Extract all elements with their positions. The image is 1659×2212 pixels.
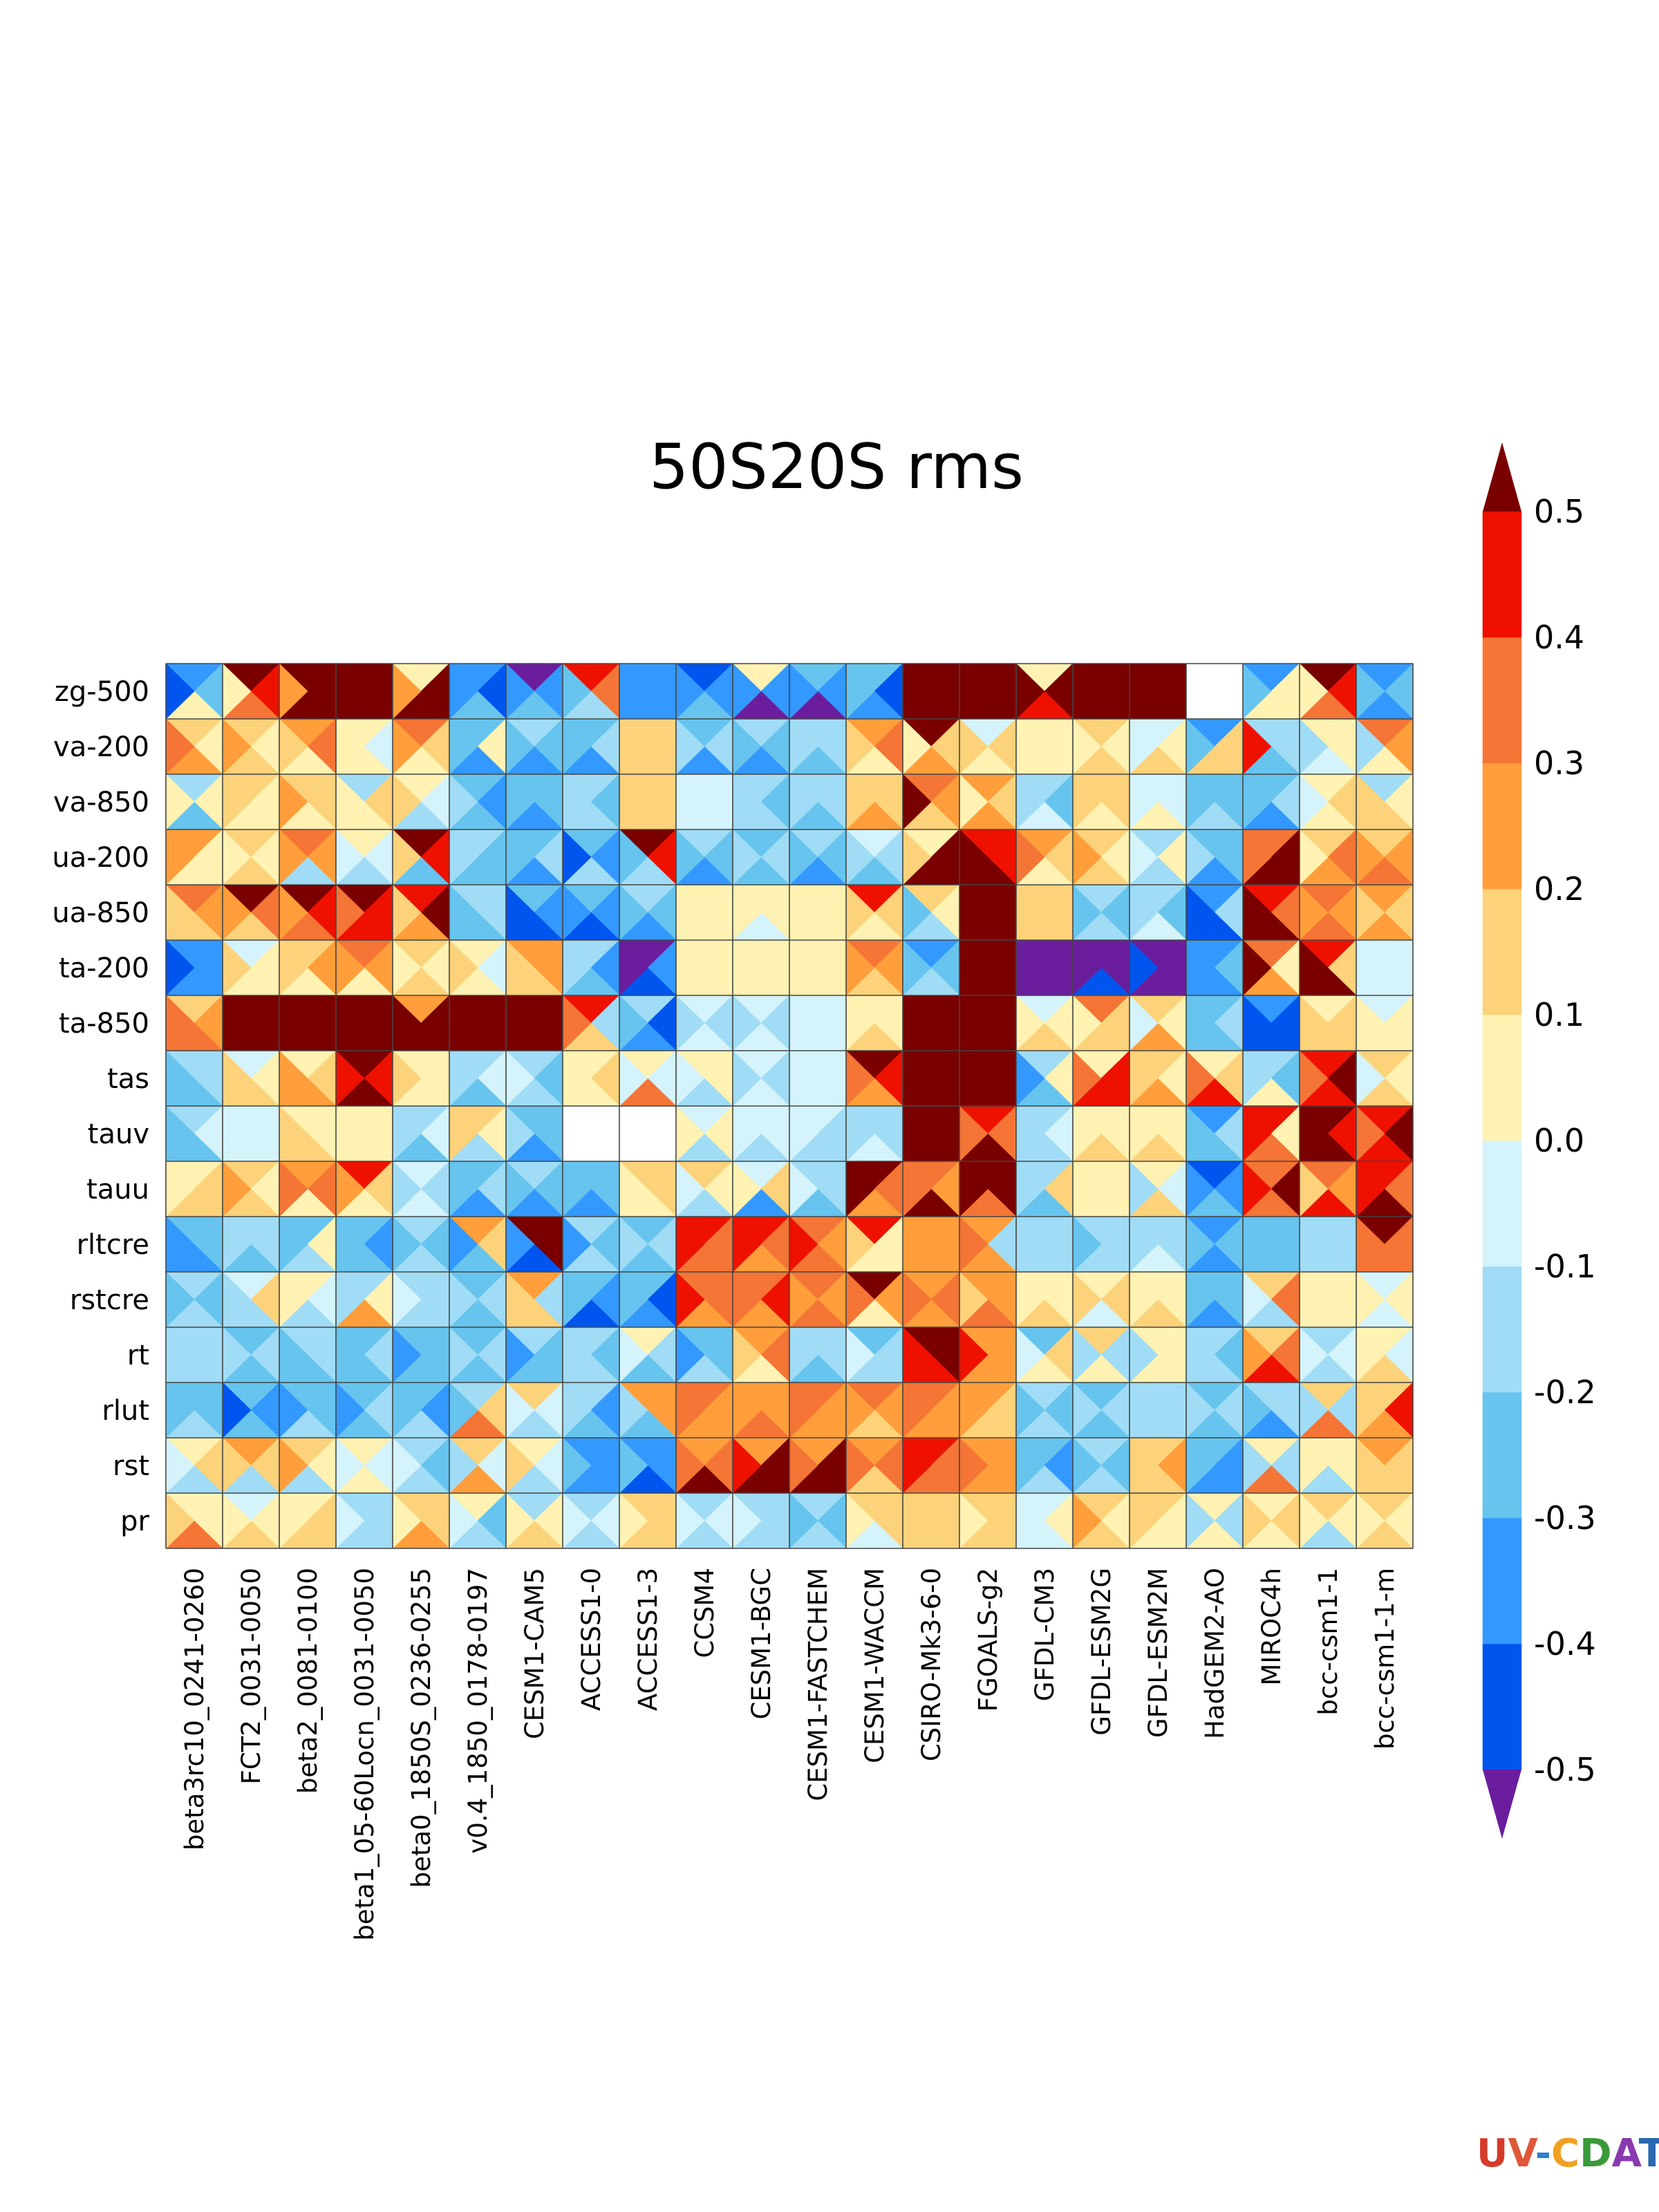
column-label-CCSM4: CCSM4 — [690, 1568, 720, 1658]
column-label-bcc-csm1-1: bcc-csm1-1 — [1313, 1568, 1343, 1716]
colorbar-tick-label: 0.2 — [1534, 870, 1584, 908]
row-label-rltcre: rltcre — [77, 1229, 149, 1261]
colorbar-tick-label: 0.3 — [1534, 744, 1584, 782]
row-label-ua-200: ua-200 — [52, 842, 149, 874]
column-label-ACCESS1-3: ACCESS1-3 — [633, 1568, 663, 1711]
row-label-ta-850: ta-850 — [59, 1008, 149, 1040]
colorbar-segment — [1482, 762, 1522, 890]
colorbar-under-arrow — [1483, 1770, 1521, 1839]
colorbar-segment — [1482, 1391, 1522, 1519]
logo-letter: C — [1551, 2131, 1580, 2176]
colorbar-segment — [1482, 1266, 1522, 1393]
logo-letter: U — [1477, 2131, 1508, 2176]
colorbar-tick-label: -0.5 — [1534, 1751, 1596, 1788]
colorbar-segment — [1482, 511, 1522, 638]
colorbar-tick-label: -0.2 — [1534, 1374, 1596, 1411]
colorbar-tick-label: 0.0 — [1534, 1122, 1584, 1159]
column-label-GFDL-ESM2M: GFDL-ESM2M — [1143, 1568, 1173, 1738]
column-label-GFDL-CM3: GFDL-CM3 — [1030, 1568, 1060, 1701]
row-label-va-200: va-200 — [53, 731, 149, 763]
column-label-FGOALS-g2: FGOALS-g2 — [973, 1568, 1003, 1712]
logo-letter: D — [1580, 2131, 1611, 2176]
colorbar-tick-label: -0.3 — [1534, 1499, 1596, 1537]
logo-letter: - — [1535, 2131, 1551, 2176]
logo-letter: V — [1508, 2131, 1538, 2176]
column-label-ACCESS1-0: ACCESS1-0 — [577, 1568, 606, 1711]
column-label-bcc-csm1-1-m: bcc-csm1-1-m — [1370, 1568, 1400, 1750]
logo-letter: T — [1639, 2131, 1659, 2176]
colorbar-segment — [1482, 637, 1522, 764]
column-label-CESM1-BGC: CESM1-BGC — [747, 1568, 776, 1719]
column-label-CESM1-CAM5: CESM1-CAM5 — [520, 1568, 550, 1739]
column-label-v0.4_1850_0178-0197: v0.4_1850_0178-0197 — [463, 1568, 493, 1854]
column-label-FCT2_0031-0050: FCT2_0031-0050 — [236, 1568, 266, 1784]
row-label-zg-500: zg-500 — [55, 676, 149, 708]
column-labels: beta3rc10_0241-0260 FCT2_0031-0050 beta2_0… — [180, 1568, 1400, 1941]
colorbar-segment — [1482, 1643, 1522, 1770]
row-label-ua-850: ua-850 — [52, 897, 149, 929]
row-label-rlut: rlut — [102, 1395, 149, 1427]
column-label-beta1_05-60Locn_0031-0050: beta1_05-60Locn_0031-0050 — [350, 1568, 379, 1941]
colorbar-tick-label: -0.1 — [1534, 1248, 1596, 1285]
row-label-rstcre: rstcre — [70, 1284, 149, 1316]
row-label-rst: rst — [113, 1450, 149, 1482]
row-label-tas: tas — [107, 1063, 149, 1095]
column-label-beta2_0081-0100: beta2_0081-0100 — [293, 1568, 323, 1794]
column-label-CESM1-WACCM: CESM1-WACCM — [860, 1568, 890, 1763]
logo-letter: A — [1612, 2131, 1642, 2176]
colorbar-segment — [1482, 1140, 1522, 1267]
column-label-MIROC4h: MIROC4h — [1257, 1568, 1286, 1686]
row-label-va-850: va-850 — [53, 787, 149, 818]
colorbar-segment — [1482, 888, 1522, 1015]
row-label-pr: pr — [120, 1506, 149, 1537]
colorbar-tick-label: 0.4 — [1534, 619, 1584, 656]
colorbar-tick-label: 0.5 — [1534, 493, 1584, 530]
chart-title: 50S20S rms — [649, 431, 1024, 503]
colorbar-tick-label: 0.1 — [1534, 996, 1584, 1033]
row-label-rt: rt — [127, 1340, 149, 1371]
column-label-HadGEM2-AO: HadGEM2-AO — [1200, 1568, 1230, 1739]
row-labels: zg-500 va-200 va-850 ua-200 ua-850 ta-200 ta-8… — [52, 676, 149, 1537]
heatmap-grid — [165, 663, 1414, 1549]
row-label-ta-200: ta-200 — [59, 953, 149, 984]
column-label-beta3rc10_0241-0260: beta3rc10_0241-0260 — [180, 1568, 209, 1850]
column-label-CSIRO-Mk3-6-0: CSIRO-Mk3-6-0 — [917, 1568, 946, 1761]
colorbar: -0.5 -0.4 -0.3 -0.2 -0.1 0.0 0.1 0.2 0.3 0.4 0.5 — [1482, 442, 1596, 1839]
colorbar-over-arrow — [1483, 442, 1521, 512]
colorbar-segment — [1482, 1014, 1522, 1141]
row-label-tauu: tauu — [86, 1174, 149, 1206]
column-label-GFDL-ESM2G: GFDL-ESM2G — [1087, 1568, 1116, 1736]
uvcdat-logo: UV-CDAT — [1477, 2131, 1659, 2176]
colorbar-tick-label: -0.4 — [1534, 1625, 1596, 1662]
logo-text: UV-CDAT — [1477, 2131, 1659, 2176]
colorbar-segment — [1482, 1517, 1522, 1644]
column-label-CESM1-FASTCHEM: CESM1-FASTCHEM — [803, 1568, 833, 1801]
heatmap-cells — [165, 663, 1414, 1549]
column-label-beta0_1850S_0236-0255: beta0_1850S_0236-0255 — [406, 1568, 436, 1888]
row-label-tauv: tauv — [88, 1118, 149, 1150]
